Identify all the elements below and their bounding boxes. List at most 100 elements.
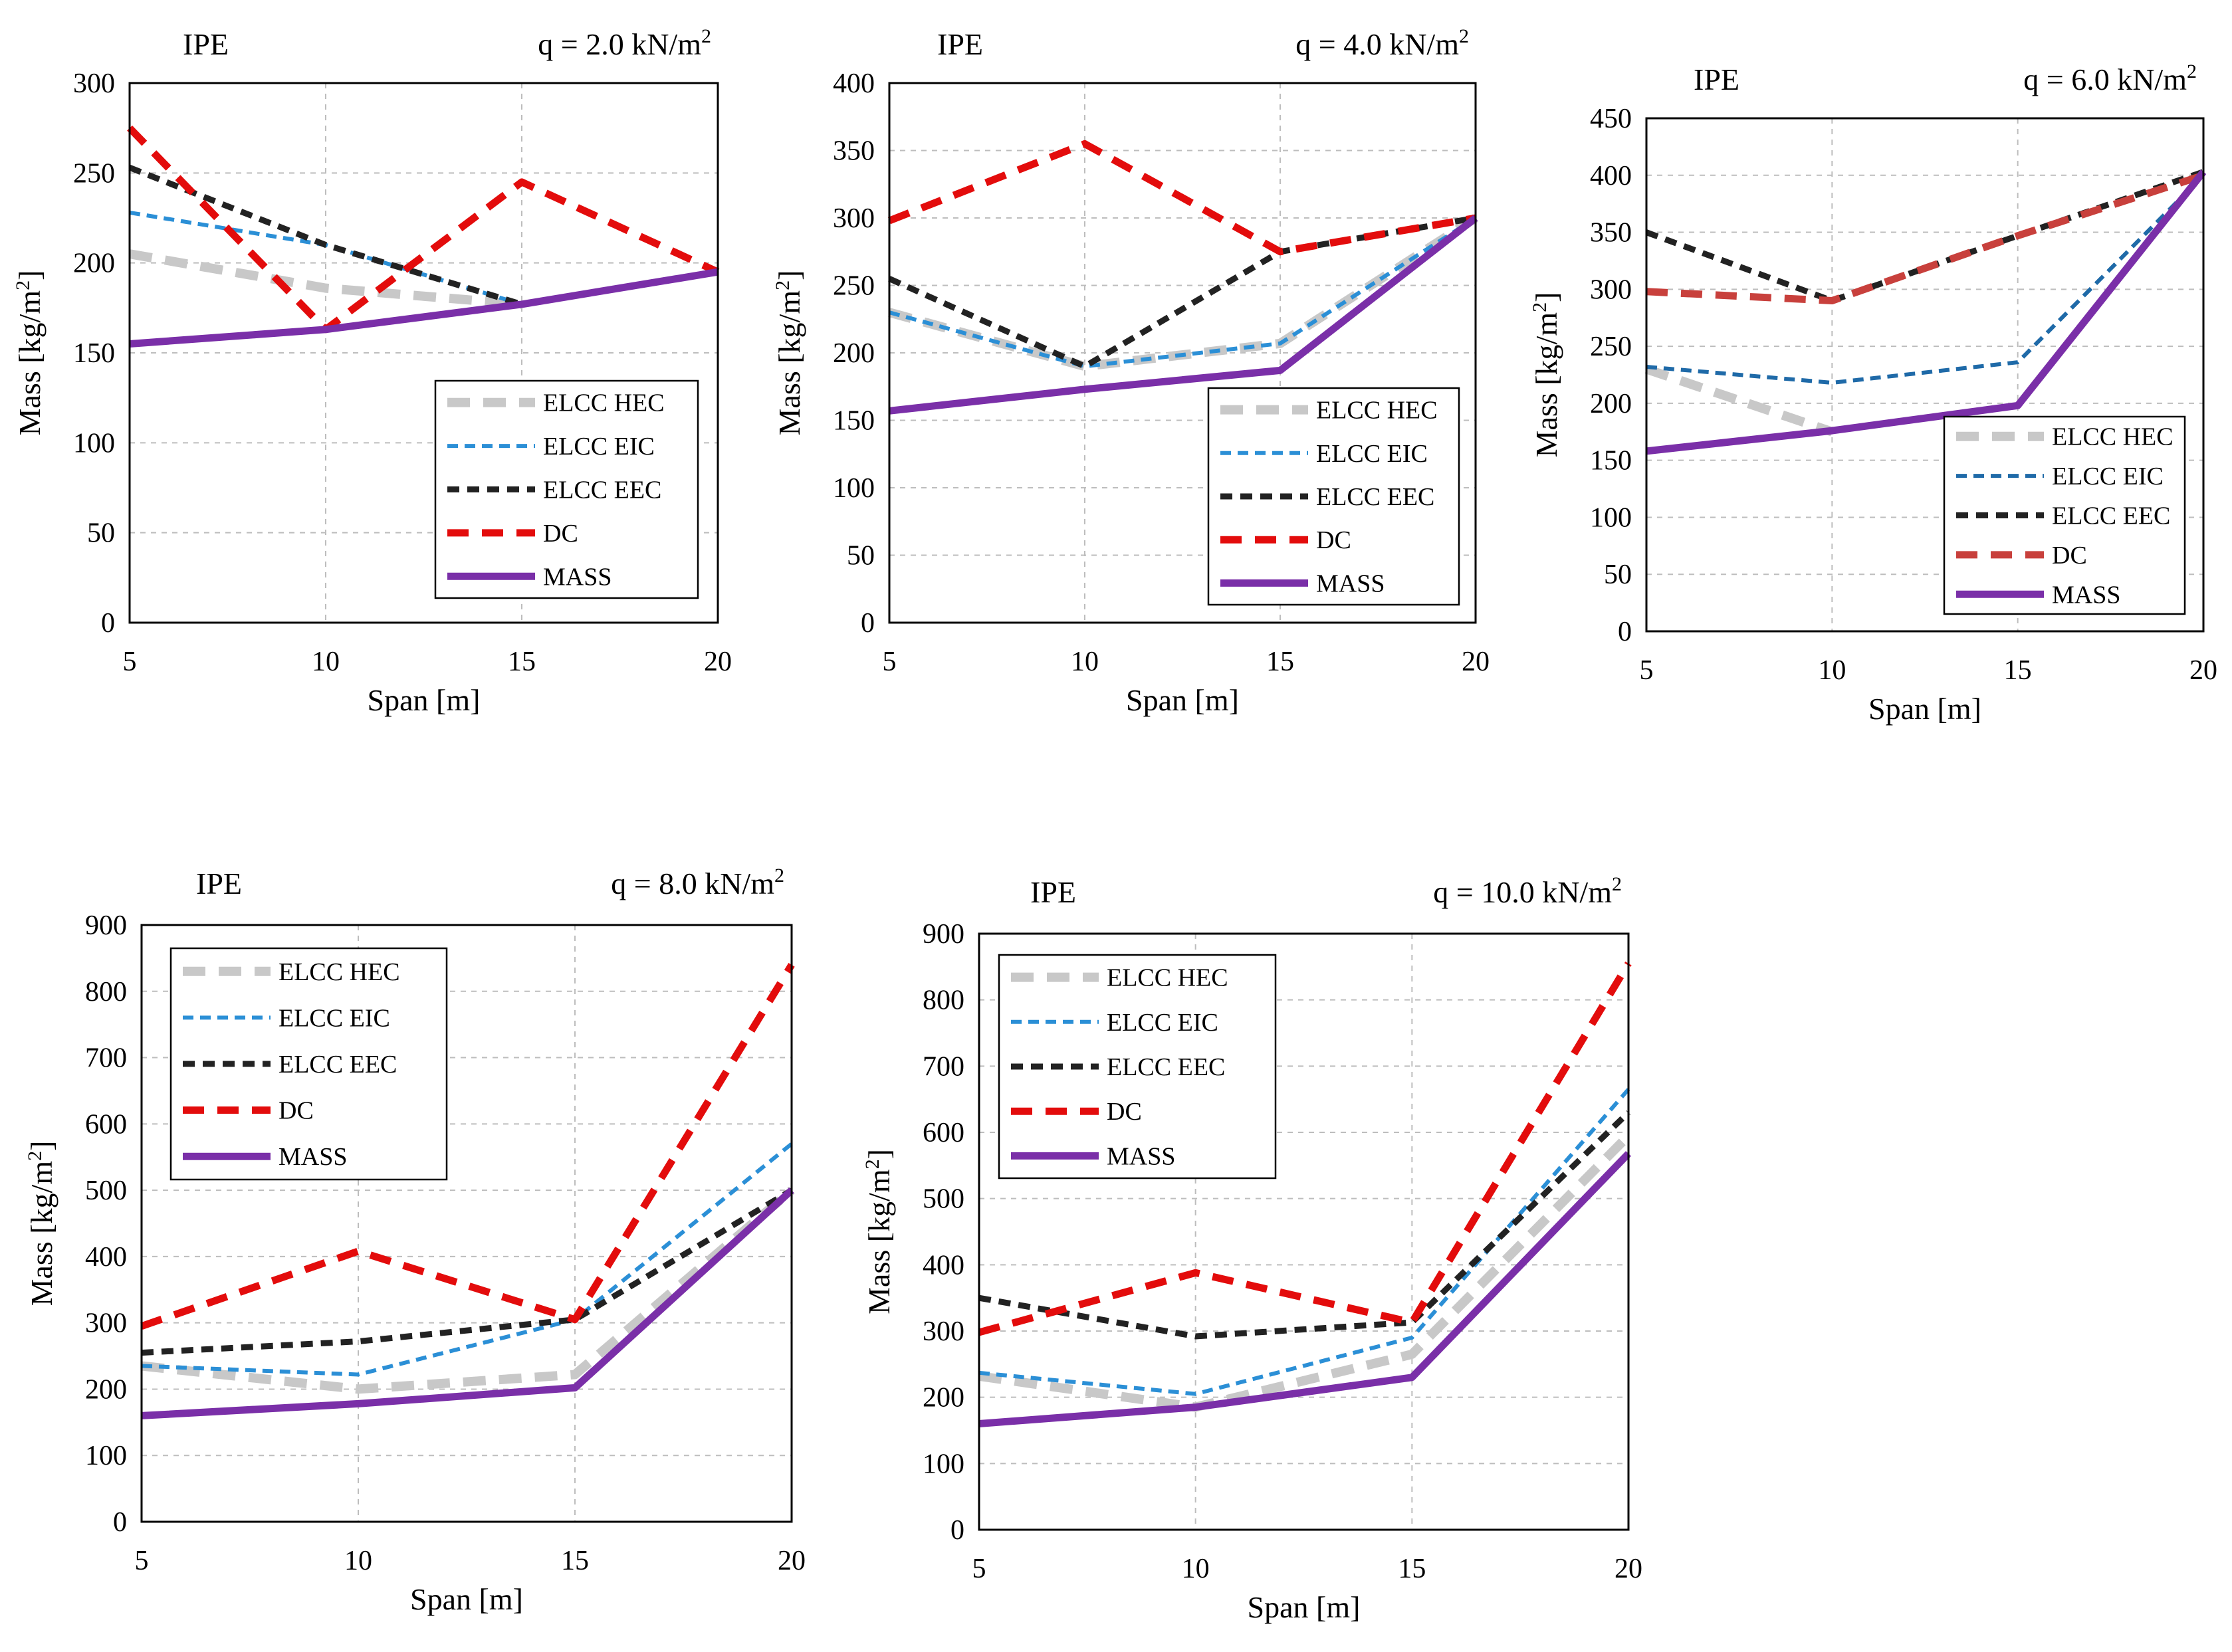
series-line-elcc-eic	[889, 216, 1477, 369]
series-line-elcc-hec	[1644, 364, 1834, 437]
series-line-dc	[978, 961, 1632, 1336]
y-tick-label: 100	[73, 428, 115, 459]
legend-box	[169, 947, 448, 1181]
legend-label: ELCC EIC	[1316, 440, 1428, 468]
legend-box	[998, 954, 1277, 1180]
legend-label: MASS	[543, 563, 612, 591]
series-line-elcc-eic	[978, 1088, 1630, 1396]
legend-label: ELCC EIC	[2052, 463, 2164, 490]
x-tick-label: 20	[704, 647, 732, 677]
x-tick-label: 20	[2189, 655, 2217, 686]
legend-label: DC	[1316, 526, 1351, 554]
y-tick-label: 400	[85, 1242, 127, 1273]
x-tick-label: 10	[1071, 647, 1099, 677]
y-tick-label: 100	[85, 1441, 127, 1471]
y-tick-label: 700	[923, 1051, 964, 1082]
chart-2: 0 50 100 150 200 250 300 350 400 5 10 15 20 Span [m] M…	[772, 25, 1490, 717]
y-tick-label: 250	[73, 158, 115, 189]
legend-label: DC	[2052, 542, 2087, 569]
x-tick-label: 15	[2004, 655, 2032, 686]
y-tick-label: 600	[85, 1109, 127, 1140]
x-axis-title: Span [m]	[1248, 1590, 1361, 1624]
chart-title-left: IPE	[937, 27, 983, 61]
legend-label: DC	[279, 1097, 314, 1125]
series-line-elcc-eic	[1646, 173, 2205, 385]
y-axis-title: Mass [kg/m2]	[12, 270, 47, 436]
y-tick-label: 300	[923, 1316, 964, 1347]
x-tick-label: 10	[1182, 1554, 1210, 1584]
series-line-dc	[140, 963, 795, 1330]
series-line-mass	[1646, 169, 2207, 455]
x-tick-label: 5	[883, 647, 897, 677]
legend-label: ELCC EIC	[543, 433, 655, 461]
x-axis-title: Span [m]	[1868, 692, 1981, 726]
x-tick-label: 5	[1640, 655, 1654, 686]
legend-label: ELCC EIC	[279, 1004, 390, 1032]
series-line-dc	[1646, 171, 2205, 304]
y-axis-title: Mass [kg/m2]	[861, 1149, 896, 1314]
series-line-mass	[889, 215, 1478, 415]
chart-title-left: IPE	[1030, 875, 1076, 909]
legend-label: ELCC EEC	[543, 476, 661, 504]
legend-label: ELCC HEC	[2052, 423, 2174, 451]
chart-5: 0 100 200 300 400 500 600 700 800 900 5 10 15 20 Span …	[861, 873, 1642, 1624]
chart-title-left: IPE	[196, 867, 242, 900]
y-tick-label: 250	[833, 271, 875, 302]
x-tick-label: 20	[1615, 1554, 1642, 1584]
chart-title-right: q = 6.0 kN/m2	[2023, 60, 2197, 96]
y-tick-label: 450	[1590, 104, 1632, 134]
legend-label: ELCC HEC	[1107, 964, 1228, 992]
y-tick-label: 50	[1604, 560, 1632, 590]
y-tick-label: 100	[1590, 502, 1632, 533]
x-tick-label: 15	[1398, 1554, 1426, 1584]
y-tick-label: 0	[1618, 617, 1632, 647]
plot-frame	[140, 924, 793, 1523]
x-axis-title: Span [m]	[410, 1582, 523, 1616]
y-tick-label: 200	[73, 249, 115, 279]
chart-title-left: IPE	[183, 27, 229, 61]
x-axis-title: Span [m]	[368, 683, 481, 717]
chart-title-left: IPE	[1694, 62, 1739, 96]
y-tick-label: 300	[1590, 274, 1632, 305]
y-tick-label: 150	[833, 406, 875, 437]
x-axis-title: Span [m]	[1126, 683, 1239, 717]
chart-title-right: q = 2.0 kN/m2	[538, 25, 711, 61]
series-line-elcc-hec	[141, 1186, 795, 1394]
y-tick-label: 900	[923, 919, 964, 950]
series-line-elcc-eic	[141, 1142, 793, 1377]
x-tick-label: 15	[561, 1546, 589, 1576]
y-tick-label: 200	[923, 1383, 964, 1413]
legend-label: MASS	[1107, 1142, 1176, 1170]
y-tick-label: 900	[85, 910, 127, 941]
y-axis-title: Mass [kg/m2]	[24, 1141, 58, 1306]
legend-label: ELCC EEC	[2052, 502, 2170, 530]
y-tick-label: 100	[833, 473, 875, 504]
legend-label: MASS	[1316, 569, 1385, 597]
series-line-dc	[887, 140, 1476, 256]
legend-label: MASS	[2052, 581, 2121, 609]
x-tick-label: 10	[1818, 655, 1846, 686]
legend-label: ELCC EEC	[1316, 483, 1434, 511]
y-tick-label: 300	[85, 1308, 127, 1339]
legend-label: ELCC HEC	[543, 389, 665, 417]
x-tick-label: 5	[972, 1554, 986, 1584]
y-tick-label: 200	[85, 1374, 127, 1405]
y-tick-label: 400	[833, 68, 875, 99]
x-tick-label: 15	[1266, 647, 1294, 677]
series-line-mass	[141, 1187, 794, 1419]
y-tick-label: 150	[1590, 446, 1632, 476]
series-line-dc	[127, 125, 720, 334]
x-tick-label: 15	[508, 647, 536, 677]
legend-box	[1207, 387, 1460, 606]
chart-title-right: q = 4.0 kN/m2	[1295, 25, 1469, 61]
legend-label: ELCC HEC	[1316, 397, 1438, 425]
y-tick-label: 500	[85, 1176, 127, 1206]
x-tick-label: 10	[312, 647, 340, 677]
legend-label: ELCC EEC	[279, 1051, 397, 1079]
plot-frame	[1645, 117, 2205, 633]
y-tick-label: 0	[861, 608, 875, 639]
series-line-mass	[978, 1151, 1631, 1427]
legend-label: ELCC EIC	[1107, 1009, 1218, 1037]
chart-title-right: q = 10.0 kN/m2	[1433, 873, 1622, 909]
legend-label: ELCC EEC	[1107, 1053, 1225, 1081]
